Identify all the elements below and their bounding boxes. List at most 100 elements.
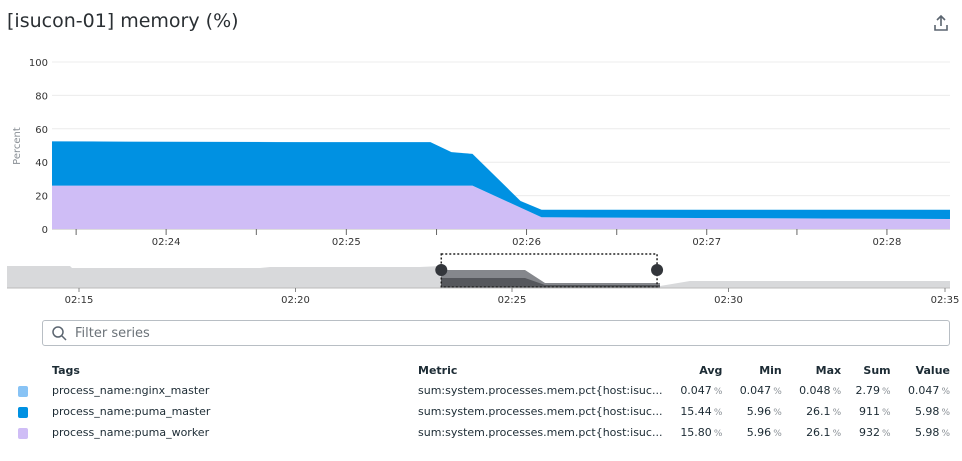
area-puma_master[interactable]	[52, 141, 950, 219]
y-tick-label: 100	[29, 58, 48, 69]
unit: %	[832, 387, 842, 397]
series-swatch	[18, 422, 52, 443]
series-tags: process_name:nginx_master	[52, 384, 210, 397]
value-value: 5.98	[914, 405, 940, 418]
x-tick-label: 02:25	[332, 237, 361, 248]
navigator-tick-label: 02:30	[714, 295, 743, 306]
unit: %	[882, 429, 891, 439]
cell-sum: 911%	[841, 401, 891, 422]
cell-value: 0.047%	[891, 380, 950, 401]
sum-value: 911	[859, 405, 881, 418]
unit: %	[941, 408, 950, 418]
unit: %	[713, 429, 723, 439]
avg-value: 15.44	[680, 405, 712, 418]
unit: %	[832, 429, 842, 439]
unit: %	[832, 408, 842, 418]
navigator-tick-label: 02:15	[65, 295, 94, 306]
navigator-history-area	[660, 281, 950, 288]
widget-title: [isucon-01] memory (%)	[7, 10, 239, 32]
y-tick-label: 60	[35, 125, 48, 136]
cell-avg: 0.047%	[663, 380, 722, 401]
sum-value: 932	[859, 426, 881, 439]
search-icon	[52, 326, 67, 341]
avg-value: 15.80	[680, 426, 712, 439]
value-value: 5.98	[914, 426, 940, 439]
series-color-icon	[18, 385, 28, 397]
series-swatch	[18, 380, 52, 401]
y-tick-label: 40	[35, 158, 48, 169]
unit: %	[713, 408, 723, 418]
unit: %	[882, 387, 891, 397]
cell-min: 5.96%	[722, 422, 782, 443]
unit: %	[882, 408, 891, 418]
x-tick-label: 02:28	[873, 237, 902, 248]
min-value: 5.96	[746, 405, 772, 418]
series-color-icon	[18, 406, 28, 418]
navigator-history-area	[7, 266, 441, 288]
header-sum[interactable]: Sum	[863, 363, 891, 377]
header-tags[interactable]: Tags	[52, 363, 80, 377]
header-value[interactable]: Value	[915, 363, 950, 377]
table-row[interactable]: process_name:nginx_master sum:system.pro…	[18, 380, 950, 401]
cell-value: 5.98%	[891, 422, 950, 443]
max-value: 0.048	[799, 384, 831, 397]
cell-value: 5.98%	[891, 401, 950, 422]
cell-min: 5.96%	[722, 401, 782, 422]
min-value: 0.047	[739, 384, 772, 397]
cell-max: 26.1%	[782, 401, 841, 422]
filter-series-input[interactable]	[73, 324, 949, 342]
navigator-left-handle[interactable]	[435, 264, 448, 276]
navigator-tick-label: 02:20	[281, 295, 310, 306]
filter-series-field[interactable]	[42, 320, 950, 346]
y-tick-label: 80	[35, 91, 48, 102]
cell-sum: 2.79%	[841, 380, 891, 401]
unit: %	[941, 429, 950, 439]
min-value: 5.96	[746, 426, 772, 439]
series-color-icon	[18, 427, 28, 439]
navigator-selected-area	[441, 278, 660, 288]
table-row[interactable]: process_name:puma_worker sum:system.proc…	[18, 422, 950, 443]
x-tick-label: 02:26	[512, 237, 541, 248]
cell-min: 0.047%	[722, 380, 782, 401]
cell-avg: 15.80%	[663, 422, 722, 443]
value-value: 0.047	[907, 384, 940, 397]
series-legend-table: Tags Metric Avg Min Max Sum Value proces…	[18, 360, 950, 443]
swatch-header	[18, 360, 52, 380]
header-avg[interactable]: Avg	[699, 363, 723, 377]
unit: %	[773, 387, 782, 397]
unit: %	[773, 408, 782, 418]
unit: %	[773, 429, 782, 439]
cell-max: 0.048%	[782, 380, 841, 401]
y-tick-label: 0	[42, 225, 48, 236]
unit: %	[713, 387, 723, 397]
table-row[interactable]: process_name:puma_master sum:system.proc…	[18, 401, 950, 422]
series-metric: sum:system.processes.mem.pct{host:isuc..…	[418, 384, 663, 397]
timeseries-chart[interactable]: 0 20 40 60 80 100 02:24 02:25 02:26 02:27 02:28 P…	[0, 0, 962, 310]
navigator-right-handle[interactable]	[651, 264, 664, 276]
x-tick-label: 02:27	[692, 237, 721, 248]
area-puma_worker[interactable]	[52, 185, 950, 229]
header-metric[interactable]: Metric	[418, 363, 458, 377]
share-export-icon[interactable]	[932, 14, 950, 32]
series-tags: process_name:puma_worker	[52, 426, 210, 439]
cell-sum: 932%	[841, 422, 891, 443]
x-tick-label: 02:24	[152, 237, 181, 248]
unit: %	[941, 387, 950, 397]
cell-avg: 15.44%	[663, 401, 722, 422]
sum-value: 2.79	[855, 384, 881, 397]
series-tags: process_name:puma_master	[52, 405, 211, 418]
y-tick-label: 20	[35, 192, 48, 203]
cell-max: 26.1%	[782, 422, 841, 443]
series-metric: sum:system.processes.mem.pct{host:isuc..…	[418, 405, 663, 418]
max-value: 26.1	[806, 426, 831, 439]
header-max[interactable]: Max	[815, 363, 842, 377]
max-value: 26.1	[806, 405, 831, 418]
avg-value: 0.047	[680, 384, 712, 397]
y-axis-label: Percent	[12, 127, 23, 165]
time-navigator[interactable]: 02:15 02:20 02:25 02:30 02:35	[7, 253, 960, 306]
series-swatch	[18, 401, 52, 422]
navigator-tick-label: 02:25	[498, 295, 527, 306]
header-min[interactable]: Min	[759, 363, 782, 377]
navigator-tick-label: 02:35	[931, 295, 960, 306]
series-metric: sum:system.processes.mem.pct{host:isuc..…	[418, 426, 663, 439]
